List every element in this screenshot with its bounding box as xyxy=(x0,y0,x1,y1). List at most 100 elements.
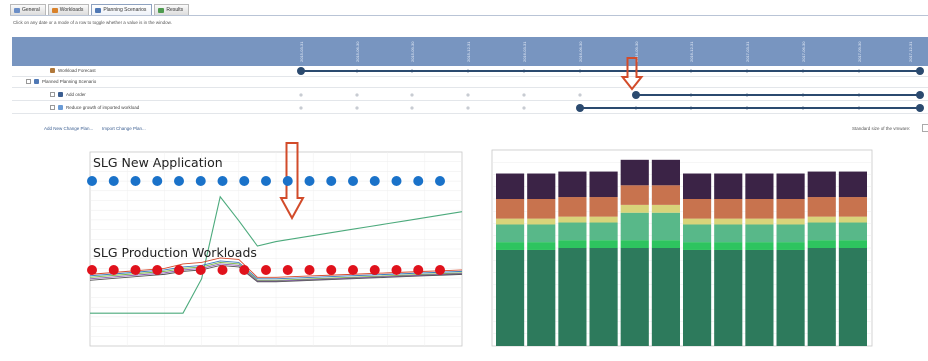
timeline-row[interactable]: Add order xyxy=(12,90,928,100)
bar-segment xyxy=(496,199,525,219)
timeline-date-6[interactable]: 2016-09-30 xyxy=(634,41,639,62)
bar-segment xyxy=(714,199,743,219)
standard-size-input[interactable] xyxy=(922,124,928,132)
bar-segment xyxy=(745,242,774,250)
bar-segment xyxy=(651,204,680,213)
bar-segment xyxy=(807,197,836,217)
bar-segment xyxy=(496,218,525,225)
row-separator xyxy=(12,87,928,88)
timeline-date-7[interactable]: 2016-12-31 xyxy=(689,41,694,62)
bar-segment xyxy=(838,240,867,248)
bar-segment xyxy=(807,216,836,223)
bar-segment xyxy=(558,240,587,248)
results-icon xyxy=(158,7,165,13)
bar-segment xyxy=(714,242,743,250)
tab-planning-scenarios[interactable]: Planning Scenarios xyxy=(91,4,153,15)
bar-segment xyxy=(745,199,774,219)
row-separator xyxy=(12,100,928,101)
bar-segment xyxy=(527,249,556,346)
timeline-date-9[interactable]: 2017-06-30 xyxy=(801,41,806,62)
row-label-text: Add order xyxy=(66,92,86,97)
timeline-date-11[interactable]: 2017-12-31 xyxy=(908,41,913,62)
bar-segment xyxy=(776,224,805,243)
row-checkbox[interactable] xyxy=(50,92,55,97)
bar-segment xyxy=(745,173,774,199)
bar-segment xyxy=(496,173,525,199)
tab-workloads[interactable]: Workloads xyxy=(47,4,90,15)
row-separator xyxy=(12,76,928,77)
bar-segment xyxy=(620,212,649,241)
import-change-plan-link[interactable]: Import Change Plan... xyxy=(102,126,146,131)
timeline-date-10[interactable]: 2017-09-30 xyxy=(857,41,862,62)
bar-segment xyxy=(745,249,774,346)
line-series xyxy=(90,195,463,314)
bar-segment xyxy=(838,248,867,346)
production-workloads-annotation: SLG Production Workloads xyxy=(93,245,257,260)
bar-segment xyxy=(558,216,587,223)
add-change-plan-link[interactable]: Add New Change Plan... xyxy=(44,126,94,131)
workload-icon xyxy=(51,7,58,13)
bar-segment xyxy=(651,212,680,241)
bar-segment xyxy=(683,199,712,219)
bar-segment xyxy=(807,222,836,241)
timeline-date-2[interactable]: 2015-09-30 xyxy=(410,41,415,62)
bar-segment xyxy=(683,173,712,199)
timeline-date-4[interactable]: 2016-03-31 xyxy=(522,41,527,62)
timeline-row[interactable]: Planned Planning Scenario xyxy=(12,77,928,87)
instructions-text: Click on any date or a mode of a row to … xyxy=(13,20,172,25)
bar-segment xyxy=(589,222,618,241)
row-separator xyxy=(12,113,928,114)
bar-segment xyxy=(558,197,587,217)
bar-segment xyxy=(745,218,774,225)
bar-segment xyxy=(496,249,525,346)
bar-segment xyxy=(714,224,743,243)
bar-segment xyxy=(527,218,556,225)
line-series xyxy=(89,261,463,281)
tab-label: Results xyxy=(166,6,184,13)
row-label-text: Workload Forecast xyxy=(58,68,96,73)
bar-segment xyxy=(714,249,743,346)
bar-segment xyxy=(807,171,836,198)
timeline-row[interactable]: Reduce growth of imported workload xyxy=(12,103,928,113)
bar-segment xyxy=(527,224,556,243)
tab-results[interactable]: Results xyxy=(154,4,190,15)
planning-icon xyxy=(95,7,102,13)
forecast-icon xyxy=(50,68,55,73)
timeline-date-1[interactable]: 2015-06-30 xyxy=(355,41,360,62)
bar-segment xyxy=(714,173,743,199)
bar-segment xyxy=(620,240,649,248)
timeline-row[interactable]: Workload Forecast xyxy=(12,66,928,76)
timeline-date-8[interactable]: 2017-03-31 xyxy=(745,41,750,62)
bar-segment xyxy=(714,218,743,225)
bar-segment xyxy=(558,171,587,198)
bar-segment xyxy=(683,224,712,243)
timeline-row-label: Add order xyxy=(50,92,86,97)
bar-segment xyxy=(683,249,712,346)
tab-general[interactable]: General xyxy=(10,4,46,15)
bar-segment xyxy=(683,218,712,225)
timeline-date-0[interactable]: 2015-03-31 xyxy=(299,41,304,62)
bar-segment xyxy=(838,171,867,198)
tab-label: General xyxy=(22,6,40,13)
bar-segment xyxy=(620,159,649,186)
row-label-text: Reduce growth of imported workload xyxy=(66,105,140,110)
bar-segment xyxy=(620,248,649,346)
bar-segment xyxy=(558,248,587,346)
timeline-date-5[interactable]: 2016-06-30 xyxy=(578,41,583,62)
new-application-annotation: SLG New Application xyxy=(93,155,223,170)
stacked-bar-chart xyxy=(491,149,873,347)
line-series xyxy=(89,263,463,282)
bar-segment xyxy=(589,240,618,248)
scenario-icon xyxy=(34,79,39,84)
bar-segment xyxy=(589,248,618,346)
bar-segment xyxy=(776,249,805,346)
row-checkbox[interactable] xyxy=(50,105,55,110)
bar-segment xyxy=(496,242,525,250)
bar-segment xyxy=(527,199,556,219)
bar-segment xyxy=(838,197,867,217)
bar-segment xyxy=(589,171,618,198)
row-checkbox[interactable] xyxy=(26,79,31,84)
planning-panel: General Workloads Planning Scenarios Result… xyxy=(10,2,928,134)
bar-segment xyxy=(807,248,836,346)
timeline-date-3[interactable]: 2015-12-31 xyxy=(466,41,471,62)
